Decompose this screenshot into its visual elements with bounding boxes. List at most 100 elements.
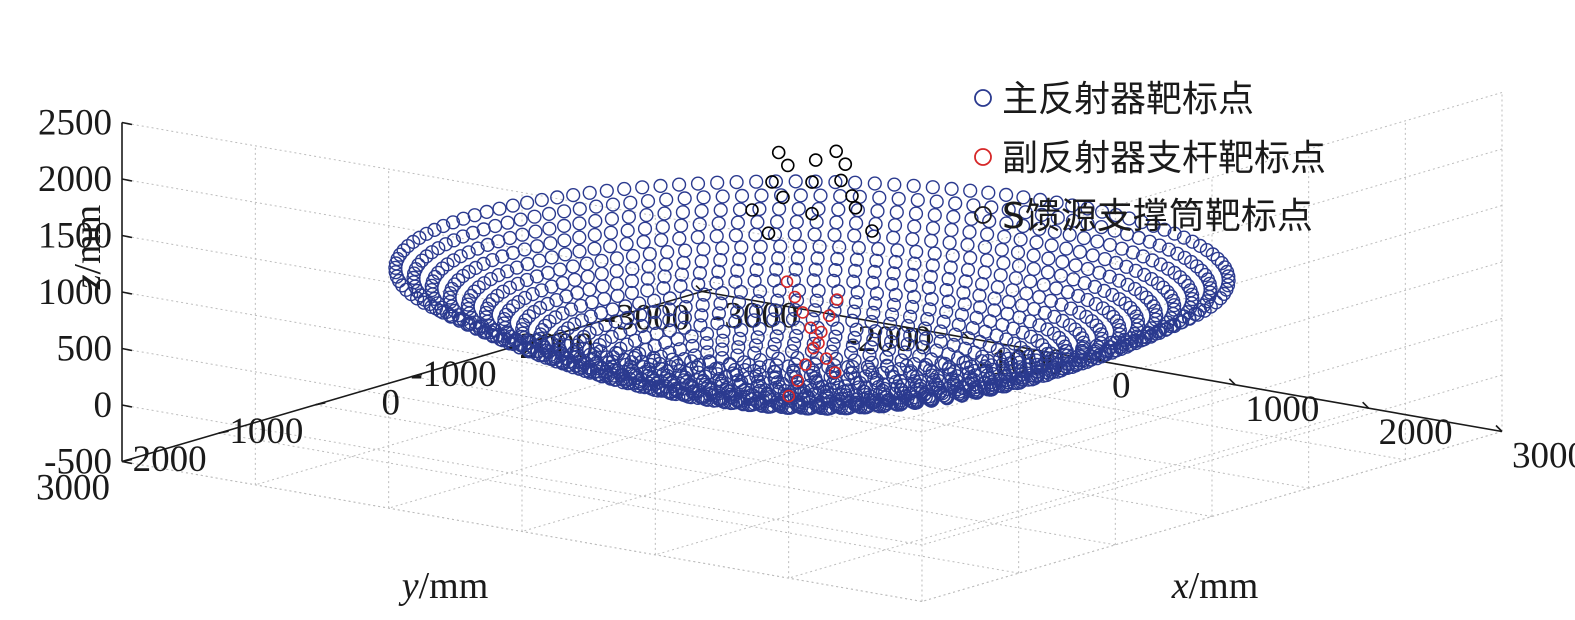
main-reflector-point <box>758 383 773 398</box>
main-reflector-point <box>768 370 784 385</box>
main-reflector-point <box>761 390 777 405</box>
main-reflector-point <box>479 204 494 220</box>
main-reflector-point <box>495 249 510 264</box>
main-reflector-point <box>582 282 597 297</box>
z-tick <box>121 178 133 182</box>
main-reflector-point <box>1156 280 1171 295</box>
main-reflector-point <box>789 214 804 229</box>
main-reflector-point <box>1050 210 1065 225</box>
main-reflector-point <box>482 297 497 312</box>
grid-line <box>411 376 1213 517</box>
main-reflector-point <box>1139 290 1154 305</box>
main-reflector-point <box>1076 231 1092 246</box>
main-reflector-point <box>974 354 989 369</box>
main-reflector-point <box>879 350 894 365</box>
main-reflector-point <box>847 330 862 346</box>
main-reflector-point <box>807 357 823 372</box>
main-reflector-point <box>1108 208 1124 223</box>
main-reflector-point <box>519 195 535 210</box>
grid-line <box>921 318 1503 489</box>
main-reflector-point <box>388 260 403 275</box>
main-reflector-point <box>621 209 637 224</box>
main-reflector-point <box>999 216 1014 231</box>
feed-support-point <box>848 201 863 215</box>
feed-support-point <box>765 175 779 189</box>
main-reflector-point <box>662 323 678 338</box>
subreflector-strut-point <box>828 366 842 379</box>
main-reflector-point <box>1016 190 1031 205</box>
feed-support-point <box>761 226 776 240</box>
main-reflector-point <box>1072 305 1087 320</box>
main-reflector-point <box>692 217 707 232</box>
main-reflector-point <box>670 332 685 347</box>
main-reflector-point <box>485 253 500 268</box>
main-reflector-point <box>847 228 862 243</box>
main-reflector-point <box>939 283 954 298</box>
main-reflector-point <box>548 310 563 325</box>
main-reflector-point <box>1087 279 1103 295</box>
main-reflector-point <box>1001 294 1016 309</box>
main-reflector-point <box>483 272 498 287</box>
main-reflector-point <box>972 288 987 303</box>
main-reflector-point <box>925 221 941 236</box>
main-reflector-point <box>1055 313 1070 329</box>
main-reflector-point <box>675 205 691 220</box>
main-reflector-point <box>605 197 621 212</box>
main-reflector-point <box>678 300 693 315</box>
main-reflector-point <box>1189 259 1204 274</box>
main-reflector-point <box>510 276 525 291</box>
main-reflector-point <box>594 253 609 268</box>
main-reflector-point <box>993 268 1008 283</box>
main-reflector-point <box>832 240 847 255</box>
main-reflector-point <box>925 180 940 195</box>
main-reflector-point <box>560 338 575 354</box>
main-reflector-point <box>1101 305 1116 320</box>
grid-line <box>121 235 923 376</box>
main-reflector-point <box>470 241 485 256</box>
main-reflector-point <box>399 282 414 297</box>
main-reflector-point <box>1134 286 1149 301</box>
main-reflector-point <box>730 348 745 363</box>
main-reflector-point <box>634 318 650 334</box>
grid-line <box>508 347 1309 489</box>
main-reflector-point <box>594 266 609 281</box>
main-reflector-point <box>515 227 530 242</box>
main-reflector-point <box>960 237 975 253</box>
feed-support-point <box>805 206 819 221</box>
main-reflector-point <box>872 190 887 205</box>
main-reflector-point <box>750 294 766 309</box>
main-reflector-point <box>996 255 1011 271</box>
main-reflector-point <box>699 336 714 351</box>
y-tick-label: -1000 <box>410 354 496 395</box>
main-reflector-point <box>539 343 555 358</box>
main-reflector-point <box>495 284 511 299</box>
main-reflector-point <box>902 309 918 324</box>
main-reflector-point <box>500 264 515 279</box>
main-reflector-point <box>480 237 495 253</box>
main-reflector-point <box>768 174 784 189</box>
main-reflector-point <box>884 307 900 322</box>
main-reflector-point <box>806 273 821 288</box>
main-reflector-point <box>957 341 973 356</box>
main-reflector-point <box>864 314 879 330</box>
main-reflector-point <box>637 221 653 236</box>
main-reflector-point <box>502 280 518 295</box>
main-reflector-point <box>534 192 549 208</box>
main-reflector-point <box>1182 311 1197 326</box>
main-reflector-point <box>963 250 978 266</box>
main-reflector-point <box>840 391 855 406</box>
main-reflector-point <box>809 293 824 308</box>
main-reflector-point <box>715 241 730 256</box>
main-reflector-point <box>730 263 745 278</box>
main-reflector-point <box>1080 201 1095 216</box>
x-tick <box>1362 401 1370 409</box>
main-reflector-point <box>742 357 757 373</box>
main-reflector-point <box>767 337 782 352</box>
x-tick-label: 1000 <box>1245 389 1319 430</box>
main-reflector-point <box>746 313 762 328</box>
series-subreflector-strut <box>780 275 844 403</box>
main-reflector-point <box>890 243 905 258</box>
main-reflector-point <box>509 260 525 275</box>
main-reflector-point <box>851 240 866 256</box>
main-reflector-point <box>1054 297 1069 312</box>
